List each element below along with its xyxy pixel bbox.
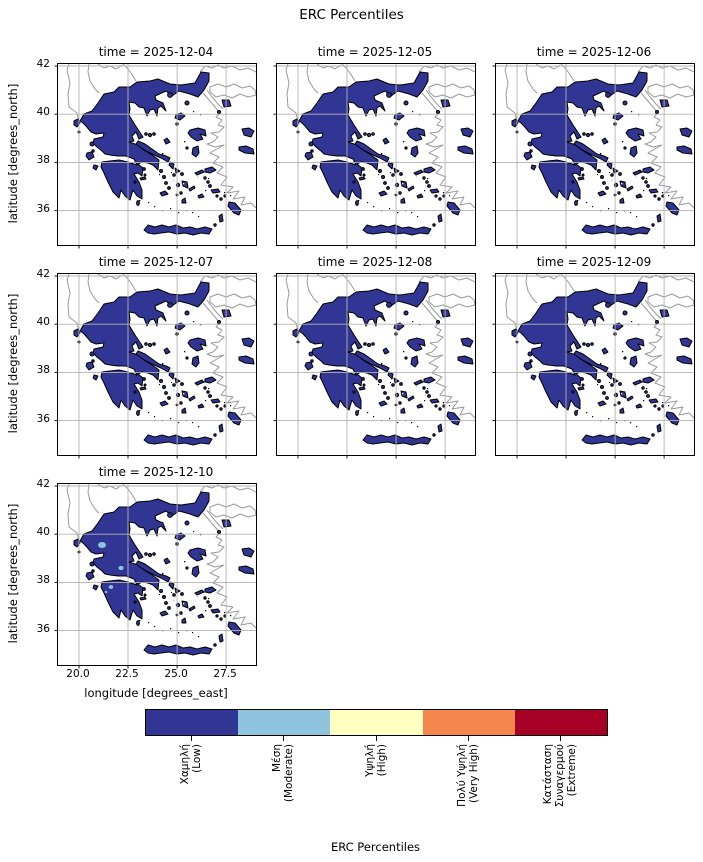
- x-tick-label: 22.5: [115, 668, 139, 680]
- colorbar-tick: [467, 736, 469, 741]
- map-subplot: time = 2025-12-07 42 40 38 36 latitude [degr…: [6, 255, 257, 456]
- y-tick-label: 36: [36, 622, 50, 635]
- y-axis-label: latitude [degrees_north]: [6, 503, 20, 644]
- map-plot-area: [276, 63, 476, 246]
- y-tick-label: 42: [36, 478, 50, 490]
- subplot-title: time = 2025-12-10: [98, 465, 214, 479]
- colorbar-title: ERC Percentiles: [330, 840, 421, 854]
- y-tick-label: 38: [36, 364, 50, 377]
- subplot-title: time = 2025-12-04: [98, 45, 214, 59]
- map-plot-area: [495, 63, 695, 246]
- map-subplot: time = 2025-12-05: [276, 45, 476, 246]
- colorbar-tick: [559, 736, 561, 741]
- y-tick-label: 36: [36, 412, 50, 425]
- y-tick-label: 42: [36, 58, 50, 70]
- colorbar-segment: [422, 710, 515, 735]
- map-plot-area: [276, 273, 476, 456]
- map-subplot: time = 2025-12-09: [495, 255, 695, 456]
- greece-map: [58, 64, 256, 245]
- greece-map: [496, 64, 694, 245]
- greece-map: [58, 274, 256, 455]
- y-tick-label: 40: [36, 316, 50, 329]
- colorbar-segment: [330, 710, 423, 735]
- map-subplot: time = 2025-12-06: [495, 45, 695, 246]
- y-axis-label: latitude [degrees_north]: [6, 83, 20, 224]
- colorbar-category-label: Μέση (Moderate): [271, 744, 296, 803]
- greece-map: [277, 274, 475, 455]
- subplot-title: time = 2025-12-05: [317, 45, 433, 59]
- colorbar-tick: [375, 736, 377, 741]
- map-plot-area: [57, 273, 257, 456]
- subplot-title: time = 2025-12-06: [536, 45, 652, 59]
- y-tick-label: 40: [36, 106, 50, 119]
- y-tick-label: 42: [36, 268, 50, 280]
- x-tick-label: 27.5: [213, 668, 237, 680]
- colorbar-category-label: Κατάσταση Συναγερμού (Extreme): [541, 744, 578, 808]
- y-tick-label: 38: [36, 154, 50, 167]
- colorbar-segment: [146, 710, 239, 735]
- y-tick-label: 36: [36, 202, 50, 215]
- colorbar-category-label: Υψηλή (High): [363, 744, 388, 777]
- greece-map: [277, 64, 475, 245]
- colorbar-category-label: Πολύ Υψηλή (Very High): [455, 744, 480, 807]
- x-axis-label: longitude [degrees_east]: [84, 686, 228, 700]
- x-tick-label: 25.0: [164, 668, 188, 680]
- subplot-title: time = 2025-12-08: [317, 255, 433, 269]
- y-axis-label: latitude [degrees_north]: [6, 293, 20, 434]
- colorbar-tick: [283, 736, 285, 741]
- colorbar-segment: [514, 710, 608, 735]
- colorbar-tick: [191, 736, 193, 741]
- y-tick-label: 40: [36, 526, 50, 539]
- x-tick-label: 20.0: [66, 668, 90, 680]
- map-subplot: time = 2025-12-10 42 40 38 36 latitude [degr…: [6, 465, 257, 700]
- y-tick-label: 38: [36, 574, 50, 587]
- subplot-title: time = 2025-12-09: [536, 255, 652, 269]
- map-subplot: time = 2025-12-04 42 40 38 36 latitude [degr…: [6, 45, 257, 246]
- colorbar: [145, 709, 608, 736]
- greece-map: [58, 484, 256, 665]
- map-plot-area: [495, 273, 695, 456]
- subplot-title: time = 2025-12-07: [98, 255, 214, 269]
- map-plot-area: [57, 483, 257, 666]
- figure-title: ERC Percentiles: [299, 7, 404, 23]
- greece-map: [496, 274, 694, 455]
- colorbar-category-label: Χαμηλή (Low): [179, 744, 204, 785]
- map-subplot: time = 2025-12-08: [276, 255, 476, 456]
- map-plot-area: [57, 63, 257, 246]
- colorbar-segment: [238, 710, 331, 735]
